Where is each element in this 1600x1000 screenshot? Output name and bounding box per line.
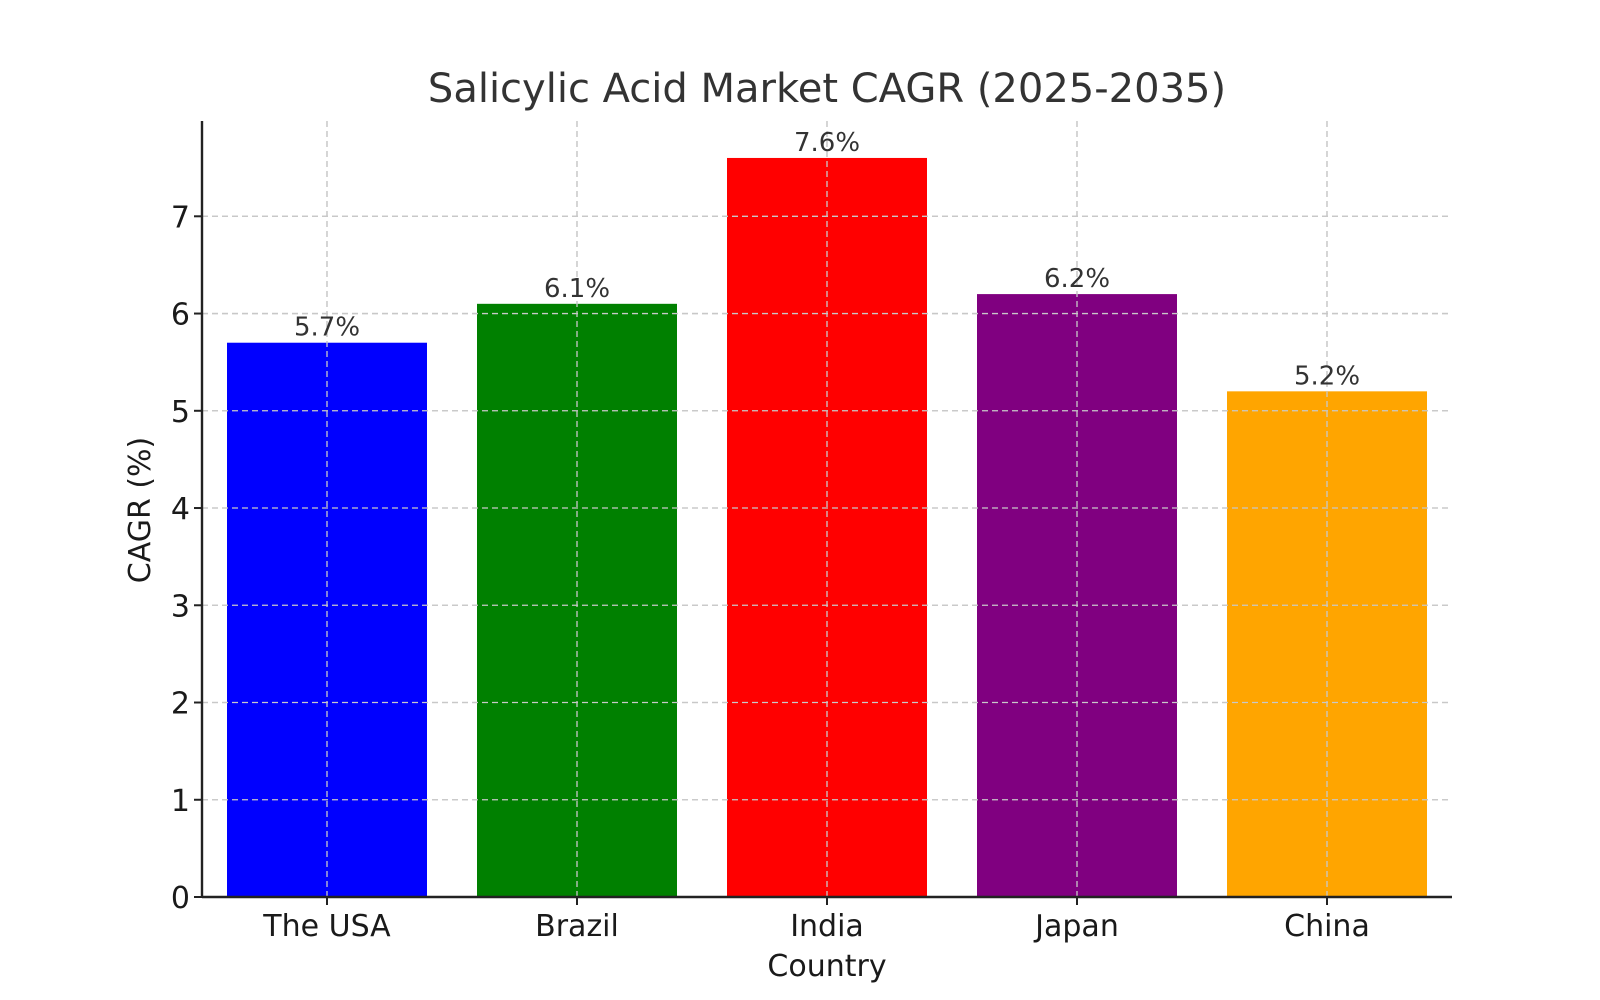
- bars: [202, 121, 1452, 898]
- y-tick-label: 1: [171, 784, 190, 819]
- bar-value-label: 5.2%: [1294, 361, 1360, 391]
- x-tick-label: China: [1284, 909, 1370, 944]
- bar-value-label: 6.1%: [544, 274, 610, 304]
- y-axis-label: CAGR (%): [123, 437, 158, 583]
- value-labels: 5.7% 6.1% 7.6% 6.2% 5.2%: [294, 128, 1360, 391]
- y-tick-label: 0: [171, 881, 190, 916]
- y-tick-label: 3: [171, 589, 190, 624]
- y-tick-label: 2: [171, 687, 190, 722]
- y-tick-label: 5: [171, 395, 190, 430]
- bar-value-label: 7.6%: [794, 128, 860, 158]
- x-tick-label: Brazil: [535, 909, 619, 944]
- x-tick-label: Japan: [1033, 909, 1119, 944]
- bar-value-label: 5.7%: [294, 313, 360, 343]
- bar-value-label: 6.2%: [1044, 264, 1110, 294]
- x-tick-label: India: [790, 909, 864, 944]
- y-tick-label: 7: [171, 200, 190, 235]
- y-tick-label: 4: [171, 492, 190, 527]
- x-tick-label: The USA: [262, 909, 391, 944]
- x-axis-label: Country: [767, 949, 886, 984]
- y-tick-label: 6: [171, 298, 190, 333]
- ticks: 0 1 2 3 4 5 6 7 The USA Brazil India Japan China: [171, 200, 1370, 944]
- chart-title: Salicylic Acid Market CAGR (2025-2035): [428, 66, 1226, 112]
